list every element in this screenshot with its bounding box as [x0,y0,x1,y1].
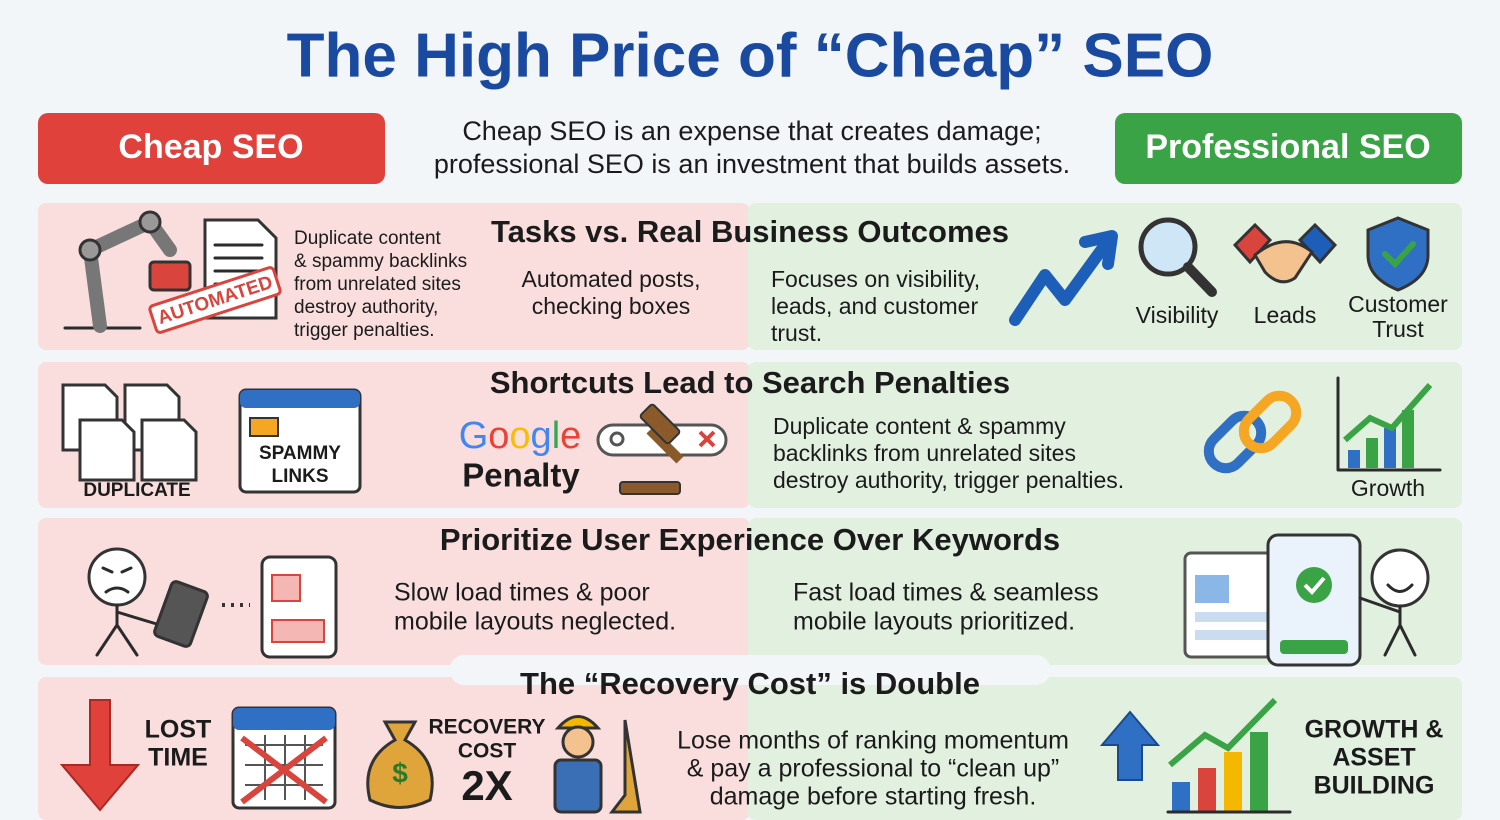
cheap-text: & spammy backlinks [294,251,467,272]
spammy-label: SPAMMY [259,443,341,464]
duplicate-docs-icon [61,383,198,482]
recovery-text: & pay a professional to “clean up” [687,755,1059,783]
cheap-caption: Automated posts, [522,266,701,292]
up-arrow-icon [1099,710,1161,781]
svg-text:$: $ [392,757,408,788]
pro-text: trust. [771,320,822,346]
cheap-text: mobile layouts neglected. [394,608,676,636]
growth-asset-label: GROWTH & [1305,716,1444,744]
recovery-cost-label: RECOVERY [428,716,545,739]
cheap-badge: Cheap SEO [118,128,303,166]
multiplier: 2X [461,762,512,809]
growth-bars-icon [1166,697,1292,814]
pro-text: destroy authority, trigger penalties. [773,467,1124,493]
growth-asset-label: ASSET [1332,744,1415,772]
cheap-text: Slow load times & poor [394,579,650,607]
recovery-text: damage before starting fresh. [710,783,1037,811]
duplicate-label: DUPLICATE [83,480,190,501]
pro-text: leads, and customer [771,293,978,319]
lost-time-label: LOST [145,716,212,744]
robot-arm-icon [63,210,192,333]
pro-badge-bg [1115,113,1462,184]
responsive-layout-icon [1183,533,1430,667]
growth-asset-label: BUILDING [1314,772,1435,800]
row-heading: Tasks vs. Real Business Outcomes [491,214,1009,249]
growth-label: Growth [1351,475,1425,501]
title: The High Price of “Cheap” SEO [287,21,1214,90]
row-heading: Prioritize User Experience Over Keywords [440,522,1060,557]
lost-time-label: TIME [148,744,208,772]
frustrated-user-icon [87,547,250,657]
logo-letter: o [488,415,509,457]
calendar-icon [231,706,337,810]
down-arrow-icon [59,699,141,812]
spammy-label: LINKS [272,466,329,487]
logo-letter: g [531,415,552,457]
chain-icon [1203,390,1302,474]
broken-phone-icon [260,555,338,659]
recovery-cost-label: COST [458,740,517,763]
tagline: professional SEO is an investment that b… [434,149,1070,179]
worker-icon [553,715,642,814]
icon-label: Customer [1348,291,1448,317]
icon-label: Visibility [1136,302,1219,328]
logo-letter: e [560,415,581,457]
growth-chart-icon [1336,376,1442,472]
pro-badge: Professional SEO [1145,128,1430,166]
cheap-text: from unrelated sites [294,274,461,295]
row-heading: Shortcuts Lead to Search Penalties [490,365,1010,400]
browser-icon [238,388,362,494]
pro-text: Duplicate content & spammy [773,413,1066,439]
recovery-text: Lose months of ranking momentum [677,727,1069,755]
cheap-text: trigger penalties. [294,320,434,341]
gavel-icon [596,403,728,495]
cheap-text: destroy authority, [294,297,438,318]
cheap-text: Duplicate content [294,228,442,249]
pro-text: mobile layouts prioritized. [793,608,1075,636]
cheap-caption: checking boxes [532,293,691,319]
money-bag-icon: $ [366,720,434,809]
google-logo: Google [459,415,582,457]
icon-label: Leads [1254,302,1317,328]
pro-text: backlinks from unrelated sites [773,440,1076,466]
logo-letter: o [509,415,530,457]
pro-text: Focuses on visibility, [771,266,980,292]
cheap-badge-bg [38,113,385,184]
row-heading: The “Recovery Cost” is Double [520,666,980,701]
penalty-label: Penalty [462,457,580,494]
tagline: Cheap SEO is an expense that creates dam… [462,116,1041,146]
shield-icon [1366,216,1430,292]
magnifier-icon [1138,217,1217,297]
logo-letter: l [552,415,560,457]
pro-text: Fast load times & seamless [793,579,1099,607]
handshake-icon [1232,222,1338,284]
logo-letter: G [459,415,489,457]
growth-arrow-icon [1009,230,1118,326]
icon-label: Trust [1372,316,1424,342]
